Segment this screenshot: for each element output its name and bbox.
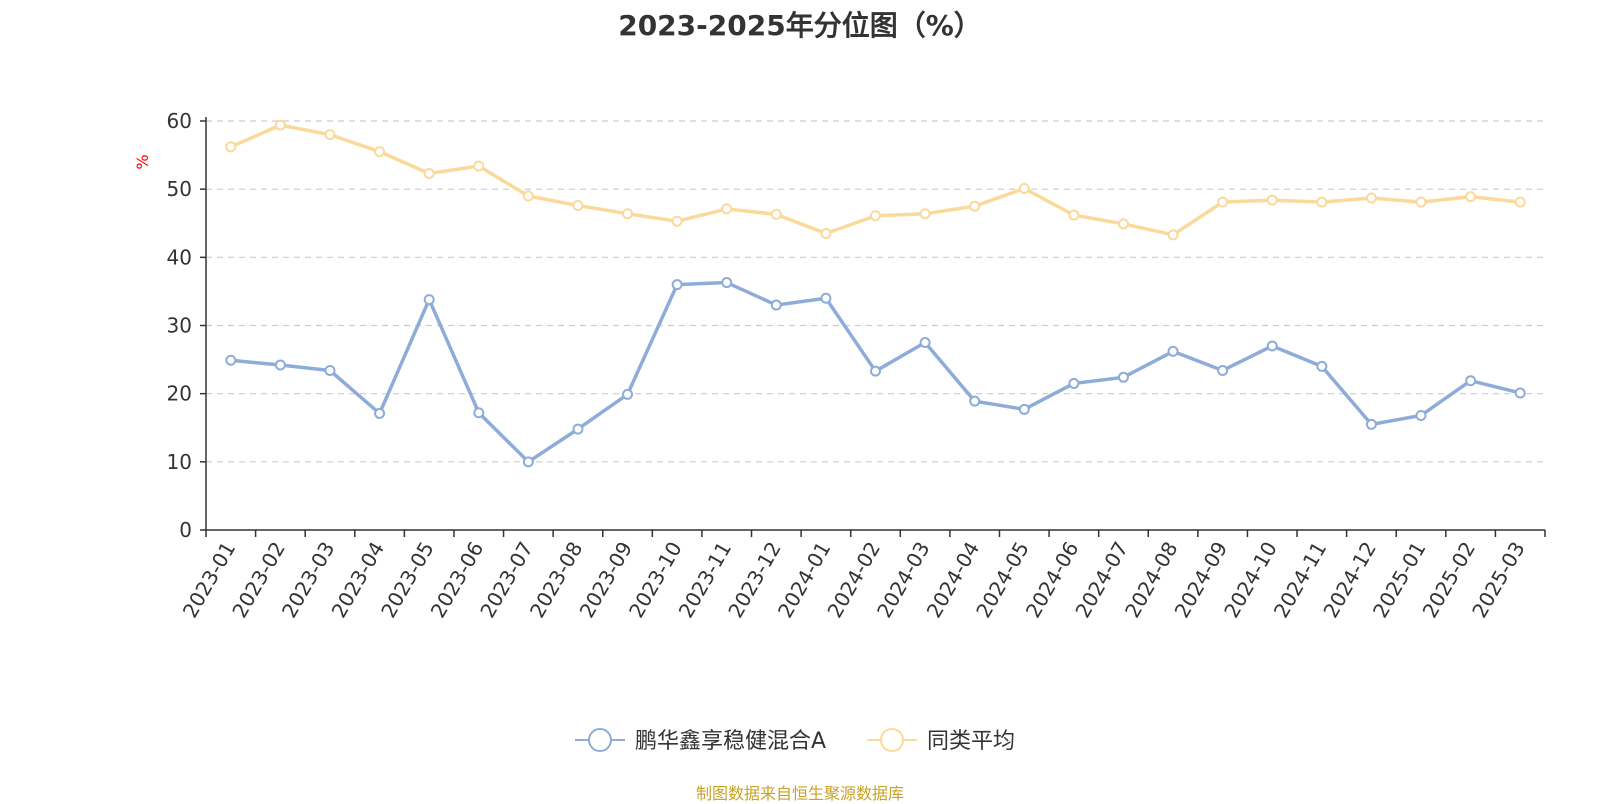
series-1-point bbox=[572, 423, 584, 435]
series-2-point bbox=[1415, 196, 1427, 208]
series-1-point bbox=[622, 388, 634, 400]
series-2-point bbox=[1365, 192, 1377, 204]
series-2-point bbox=[622, 208, 634, 220]
series-1-point bbox=[522, 456, 534, 468]
series-1-point bbox=[423, 294, 435, 306]
series-2-point bbox=[969, 200, 981, 212]
series-1-point bbox=[1514, 387, 1526, 399]
series-2-point bbox=[423, 167, 435, 179]
series-1-point bbox=[1365, 418, 1377, 430]
series-1-point bbox=[770, 299, 782, 311]
series-1-point bbox=[1217, 364, 1229, 376]
series-2-point bbox=[1316, 196, 1328, 208]
series-1-point bbox=[870, 365, 881, 377]
series-2-point bbox=[1068, 209, 1080, 221]
legend-marker bbox=[880, 728, 904, 752]
series-1-point bbox=[721, 277, 733, 289]
series-2-point bbox=[1465, 191, 1477, 203]
series-1-point bbox=[1018, 403, 1030, 415]
series-2-point bbox=[1514, 196, 1526, 208]
y-tick-label: 20 bbox=[167, 382, 192, 406]
series-2-point bbox=[225, 141, 237, 153]
series-2-point bbox=[770, 208, 782, 220]
series-1-point bbox=[1465, 375, 1477, 387]
series-1-point bbox=[969, 395, 981, 407]
series-2-point bbox=[1217, 196, 1229, 208]
series-2-point bbox=[522, 190, 534, 202]
series-2-point bbox=[1117, 218, 1129, 230]
series-2-point bbox=[374, 146, 386, 158]
y-axis-label: % bbox=[133, 154, 152, 169]
series-1-point bbox=[671, 279, 683, 291]
series-2-point bbox=[870, 210, 881, 222]
series-2-point bbox=[919, 208, 931, 220]
series-2-point bbox=[1018, 182, 1030, 194]
legend-marker bbox=[588, 728, 612, 752]
y-tick-label: 50 bbox=[167, 177, 192, 201]
series-2-point bbox=[473, 160, 485, 172]
series-1-point bbox=[1266, 340, 1278, 352]
series-1-point bbox=[274, 359, 286, 371]
y-tick-label: 30 bbox=[167, 314, 192, 338]
series-1-point bbox=[1167, 345, 1179, 357]
series-2-point bbox=[1167, 229, 1179, 241]
y-tick-label: 40 bbox=[167, 245, 192, 269]
series-2-point bbox=[324, 129, 336, 141]
series-1-point bbox=[1068, 377, 1080, 389]
y-tick-label: 60 bbox=[167, 109, 192, 133]
series-2-point bbox=[1266, 194, 1278, 206]
series-2-point bbox=[820, 227, 832, 239]
series-1-point bbox=[1415, 409, 1427, 421]
series-2-point bbox=[572, 200, 584, 212]
source-note: 制图数据来自恒生聚源数据库 bbox=[695, 784, 904, 803]
series-1-point bbox=[473, 407, 485, 419]
series-1-point bbox=[374, 407, 386, 419]
legend-label: 鹏华鑫享稳健混合A bbox=[635, 729, 826, 754]
series-1-point bbox=[324, 364, 336, 376]
series-1-point bbox=[225, 354, 237, 366]
series-1-point bbox=[919, 337, 931, 349]
y-tick-label: 0 bbox=[179, 518, 192, 542]
series-1-point bbox=[1316, 360, 1328, 372]
series-1-point bbox=[820, 292, 832, 304]
series-2-point bbox=[721, 203, 733, 215]
series-1-point bbox=[1117, 371, 1129, 383]
series-2-point bbox=[671, 215, 683, 227]
series-2-point bbox=[274, 119, 286, 131]
y-tick-label: 10 bbox=[167, 450, 192, 474]
legend-label: 同类平均 bbox=[927, 729, 1015, 754]
chart-title: 2023-2025年分位图（%） bbox=[618, 9, 982, 42]
